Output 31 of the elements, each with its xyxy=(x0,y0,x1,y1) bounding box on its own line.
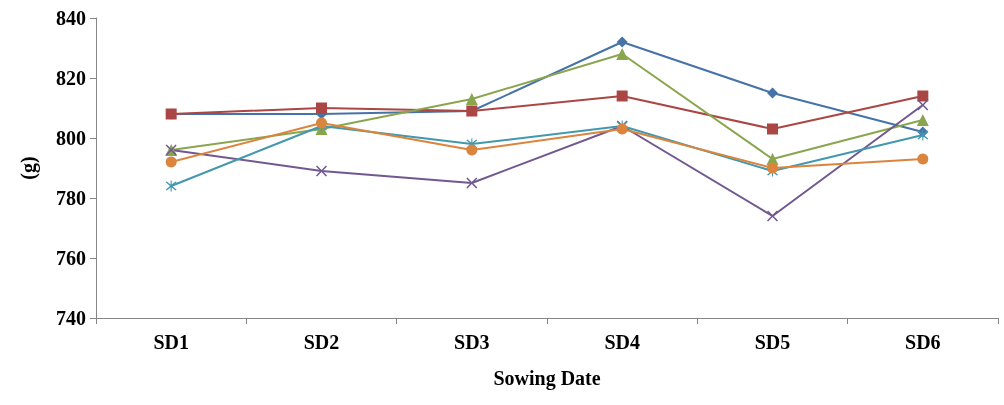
point xyxy=(466,144,478,156)
x-tick-label: SD4 xyxy=(604,331,640,353)
point xyxy=(916,114,929,126)
point xyxy=(767,123,778,135)
point xyxy=(465,93,478,105)
point xyxy=(917,90,929,102)
point xyxy=(165,180,177,192)
y-tick-label: 800 xyxy=(56,127,86,149)
y-axis-title: (g) xyxy=(17,156,40,180)
point xyxy=(767,210,778,222)
point xyxy=(316,165,327,177)
y-tick-label: 760 xyxy=(56,247,86,269)
point xyxy=(767,87,778,99)
point xyxy=(616,36,628,48)
point xyxy=(466,177,478,189)
point xyxy=(616,48,629,60)
x-tick-label: SD2 xyxy=(303,331,340,353)
y-tick-label: 840 xyxy=(56,7,86,29)
x-tick-label: SD6 xyxy=(905,331,941,353)
point xyxy=(316,102,327,114)
point xyxy=(917,153,929,165)
x-tick-label: SD5 xyxy=(754,331,791,353)
y-tick-label: 740 xyxy=(56,307,86,329)
x-tick-label: SD3 xyxy=(454,331,490,353)
point xyxy=(616,90,628,102)
x-axis-title: Sowing Date xyxy=(493,367,601,390)
point xyxy=(165,156,177,168)
y-tick-label: 780 xyxy=(56,187,86,209)
x-tick-label: SD1 xyxy=(153,331,189,353)
point xyxy=(917,99,929,111)
y-tick-label: 820 xyxy=(56,67,86,89)
